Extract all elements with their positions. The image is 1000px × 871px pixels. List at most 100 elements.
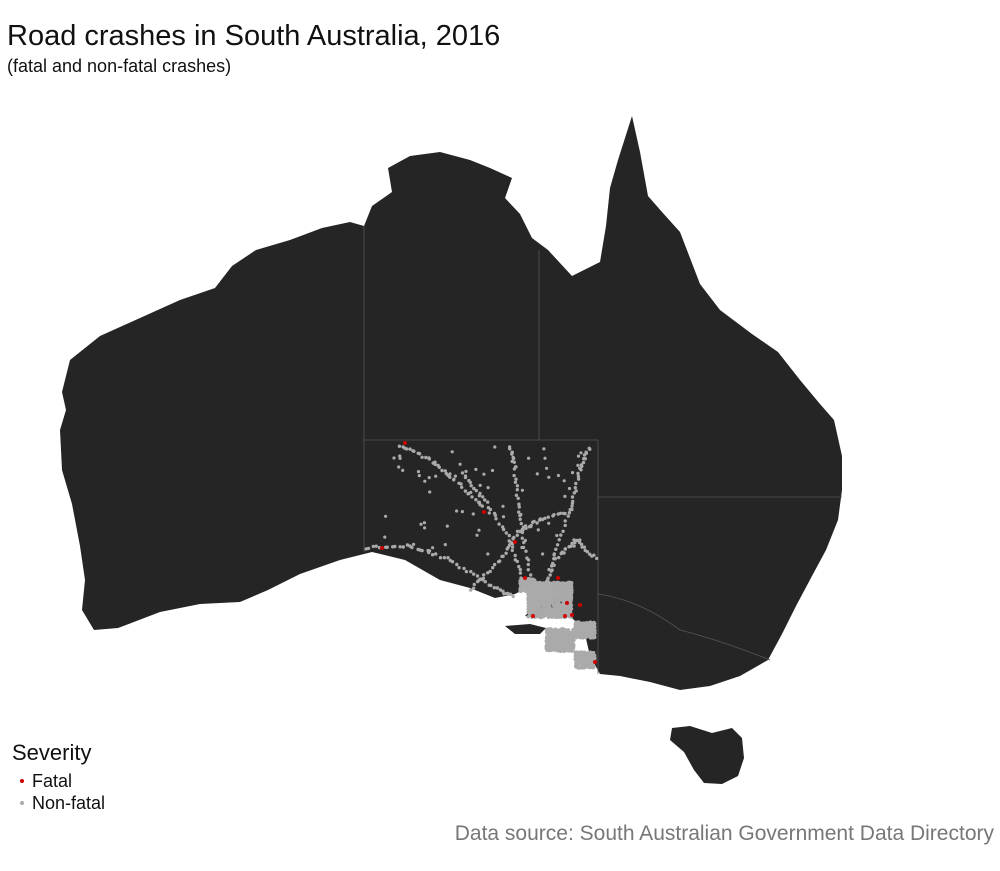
crash-point-nonfatal: [506, 591, 510, 596]
crash-point-nonfatal: [450, 450, 454, 454]
crash-point-nonfatal: [542, 447, 546, 451]
crash-point-nonfatal: [446, 556, 450, 560]
crash-point-nonfatal: [539, 585, 543, 590]
crash-point-nonfatal: [561, 606, 565, 611]
crash-point-nonfatal: [552, 513, 556, 517]
crash-point-nonfatal: [455, 509, 459, 513]
crash-point-nonfatal: [383, 535, 387, 539]
crash-point-nonfatal: [515, 529, 520, 533]
crash-point-nonfatal: [543, 516, 547, 520]
crash-point-nonfatal: [570, 541, 574, 546]
crash-point-nonfatal: [563, 494, 567, 498]
crash-point-nonfatal: [397, 444, 402, 448]
crash-point-nonfatal: [528, 612, 533, 616]
crash-point-nonfatal: [482, 472, 486, 476]
crash-point-nonfatal: [550, 568, 554, 572]
crash-point-nonfatal: [544, 594, 548, 598]
crash-point-nonfatal: [526, 568, 530, 572]
crash-point-nonfatal: [501, 515, 506, 519]
crash-point-nonfatal: [519, 576, 523, 580]
crash-point-nonfatal: [385, 545, 389, 549]
crash-point-fatal: [513, 540, 517, 544]
crash-point-nonfatal: [551, 631, 555, 635]
crash-point-nonfatal: [486, 552, 490, 556]
crash-point-nonfatal: [569, 586, 573, 590]
crash-point-nonfatal: [582, 545, 587, 549]
crash-point-nonfatal: [513, 553, 517, 558]
crash-point-nonfatal: [423, 526, 427, 530]
crash-point-nonfatal: [515, 484, 520, 488]
crash-point-fatal: [482, 510, 486, 514]
crash-point-nonfatal: [431, 546, 435, 550]
crash-point-fatal: [565, 601, 569, 605]
crash-point-fatal: [578, 603, 582, 607]
crash-point-nonfatal: [434, 552, 438, 556]
crash-point-nonfatal: [401, 545, 405, 549]
crash-point-nonfatal: [440, 468, 444, 473]
crash-point-nonfatal: [518, 589, 523, 593]
crash-point-nonfatal: [576, 634, 580, 639]
crash-point-nonfatal: [584, 450, 588, 454]
crash-point-nonfatal: [566, 643, 570, 647]
crash-point-nonfatal: [561, 597, 565, 602]
crash-point-nonfatal: [573, 538, 577, 543]
crash-point-nonfatal: [463, 474, 468, 478]
crash-point-nonfatal: [530, 588, 534, 593]
crash-point-nonfatal: [571, 499, 575, 504]
crash-point-nonfatal: [496, 586, 500, 590]
crash-point-nonfatal: [548, 614, 552, 618]
crash-point-nonfatal: [564, 636, 568, 641]
crash-point-nonfatal: [558, 637, 562, 642]
crash-point-nonfatal: [480, 504, 484, 508]
crash-point-nonfatal: [541, 552, 545, 556]
crash-point-nonfatal: [477, 578, 481, 582]
crash-point-nonfatal: [410, 545, 414, 550]
crash-point-nonfatal: [532, 519, 536, 524]
crash-point-nonfatal: [569, 638, 573, 642]
crash-point-nonfatal: [581, 460, 586, 465]
crash-point-nonfatal: [460, 471, 465, 475]
crash-point-nonfatal: [469, 484, 473, 488]
crash-point-nonfatal: [420, 455, 424, 459]
legend: Severity Fatal Non-fatal: [12, 740, 105, 814]
crash-point-nonfatal: [576, 471, 580, 476]
data-source-caption: Data source: South Australian Government…: [454, 822, 994, 845]
crash-point-nonfatal: [442, 556, 447, 560]
crash-point-nonfatal: [507, 445, 512, 449]
crash-point-nonfatal: [482, 573, 486, 577]
crash-point-nonfatal: [586, 653, 590, 657]
crash-point-nonfatal: [536, 612, 540, 616]
crash-point-nonfatal: [549, 646, 553, 650]
crash-point-nonfatal: [590, 635, 594, 639]
crash-point-nonfatal: [569, 544, 573, 548]
crash-point-nonfatal: [427, 457, 431, 461]
crash-point-nonfatal: [467, 478, 471, 483]
crash-point-nonfatal: [563, 582, 567, 586]
crash-point-nonfatal: [579, 463, 584, 467]
crash-point-nonfatal: [520, 545, 524, 550]
crash-point-nonfatal: [587, 621, 592, 625]
crash-point-nonfatal: [510, 548, 514, 553]
crash-point-nonfatal: [521, 588, 525, 592]
crash-point-nonfatal: [474, 488, 478, 493]
crash-point-nonfatal: [453, 474, 457, 478]
crash-point-nonfatal: [464, 569, 469, 574]
crash-point-nonfatal: [510, 450, 514, 454]
crash-point-nonfatal: [563, 511, 567, 516]
crash-point-nonfatal: [547, 599, 551, 603]
crash-point-nonfatal: [567, 486, 572, 491]
crash-point-nonfatal: [433, 462, 437, 467]
crash-point-nonfatal: [470, 495, 474, 499]
crash-point-nonfatal: [586, 633, 591, 637]
crash-point-nonfatal: [555, 599, 559, 603]
crash-point-nonfatal: [569, 581, 574, 585]
legend-title: Severity: [12, 740, 92, 765]
legend-item-nonfatal: Non-fatal: [12, 792, 105, 814]
crash-point-nonfatal: [427, 476, 431, 480]
crash-point-nonfatal: [491, 566, 495, 570]
crash-point-nonfatal: [502, 592, 506, 596]
crash-point-nonfatal: [469, 588, 473, 592]
crash-point-nonfatal: [524, 526, 528, 531]
crash-point-nonfatal: [519, 583, 524, 587]
crash-point-nonfatal: [582, 654, 586, 658]
